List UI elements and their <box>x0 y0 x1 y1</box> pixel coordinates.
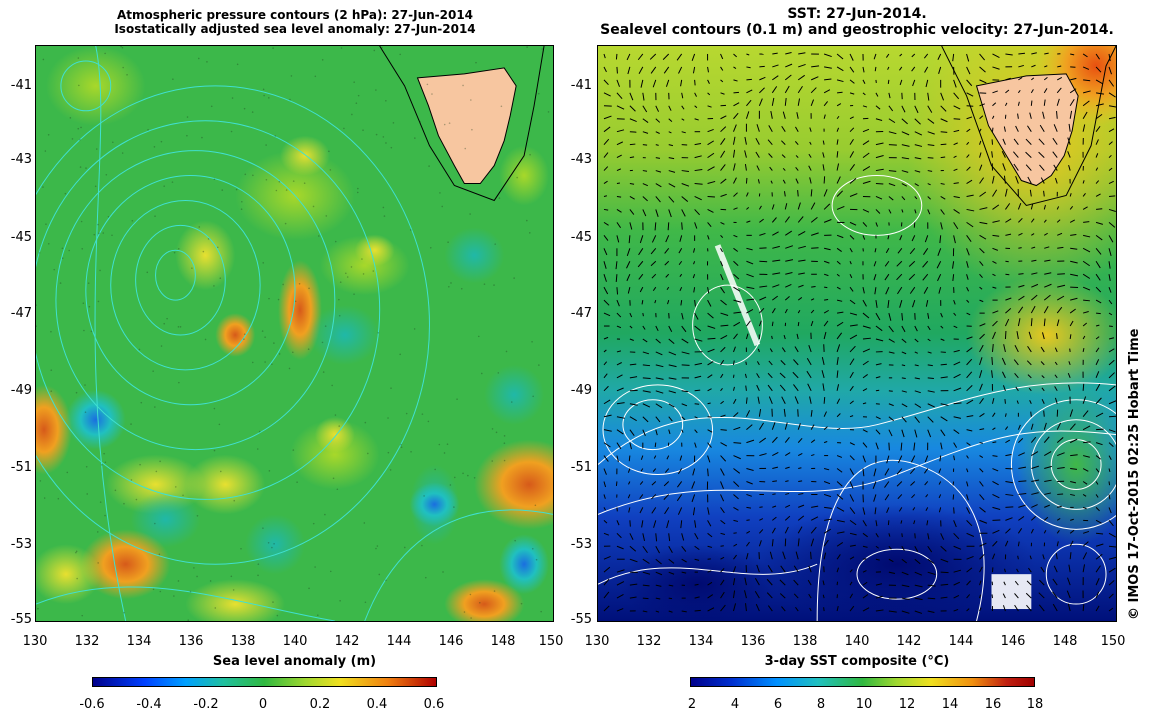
left-x-label: 134 <box>124 634 154 649</box>
sst-field <box>598 46 1116 621</box>
right-title-line1: SST: 27-Jun-2014. <box>598 6 1116 22</box>
right-x-label: 132 <box>634 634 664 649</box>
left-y-label: -55 <box>2 612 32 627</box>
sea-level-anomaly-field <box>36 46 553 621</box>
right-x-label: 134 <box>686 634 716 649</box>
left-y-label: -43 <box>2 152 32 167</box>
right-y-label: -45 <box>562 230 592 245</box>
left-y-label: -49 <box>2 383 32 398</box>
right-x-label: 146 <box>998 634 1028 649</box>
right-x-label: 138 <box>790 634 820 649</box>
left-x-label: 132 <box>72 634 102 649</box>
left-x-label: 130 <box>20 634 50 649</box>
left-y-label: -51 <box>2 460 32 475</box>
right-y-label: -49 <box>562 383 592 398</box>
left-y-label: -45 <box>2 230 32 245</box>
left-x-label: 146 <box>436 634 466 649</box>
left-x-label: 138 <box>228 634 258 649</box>
right-x-label: 136 <box>738 634 768 649</box>
left-map-title: Atmospheric pressure contours (2 hPa): 2… <box>35 8 555 36</box>
right-y-label: -53 <box>562 537 592 552</box>
left-y-label: -53 <box>2 537 32 552</box>
sea-level-anomaly-map[interactable] <box>35 45 554 622</box>
credit-text: © IMOS 17-Oct-2015 02:25 Hobart Time <box>1127 329 1142 620</box>
right-y-label: -47 <box>562 306 592 321</box>
right-x-label: 150 <box>1098 634 1128 649</box>
right-x-label: 130 <box>582 634 612 649</box>
left-x-label: 140 <box>280 634 310 649</box>
right-x-label: 144 <box>946 634 976 649</box>
right-y-label: -51 <box>562 460 592 475</box>
left-title-line2: Isostatically adjusted sea level anomaly… <box>35 22 555 36</box>
right-map-title: SST: 27-Jun-2014. Sealevel contours (0.1… <box>598 6 1116 38</box>
left-x-label: 150 <box>536 634 566 649</box>
left-x-label: 142 <box>332 634 362 649</box>
left-x-label: 144 <box>384 634 414 649</box>
right-title-line2: Sealevel contours (0.1 m) and geostrophi… <box>598 22 1116 38</box>
left-colorbar-label: Sea level anomaly (m) <box>35 654 554 669</box>
sst-colorbar <box>690 677 1035 687</box>
sst-map[interactable] <box>597 45 1117 622</box>
right-x-label: 148 <box>1050 634 1080 649</box>
left-x-label: 136 <box>176 634 206 649</box>
right-y-label: -43 <box>562 152 592 167</box>
right-colorbar-label: 3-day SST composite (°C) <box>597 654 1117 669</box>
left-y-label: -41 <box>2 78 32 93</box>
left-x-label: 148 <box>488 634 518 649</box>
sea-level-colorbar <box>92 677 437 687</box>
left-title-line1: Atmospheric pressure contours (2 hPa): 2… <box>35 8 555 22</box>
left-y-label: -47 <box>2 306 32 321</box>
right-x-label: 142 <box>894 634 924 649</box>
right-x-label: 140 <box>842 634 872 649</box>
right-y-label: -41 <box>562 78 592 93</box>
right-y-label: -55 <box>562 612 592 627</box>
